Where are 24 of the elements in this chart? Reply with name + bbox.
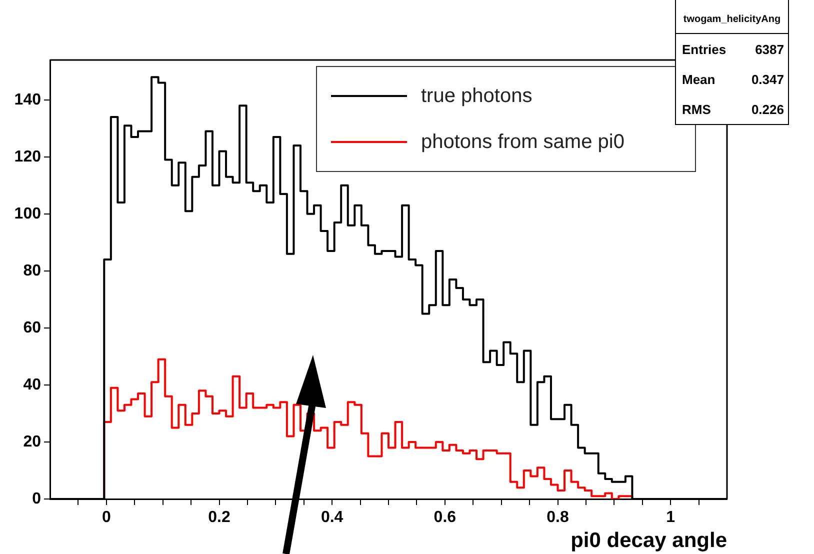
text: 0.226 — [751, 102, 784, 117]
annotation: Mean — [682, 72, 716, 87]
y-tick-label: 120 — [14, 148, 42, 166]
y-tick-label: 40 — [23, 376, 42, 394]
x-tick-label: 1 — [666, 509, 676, 526]
x-tick-label: 0.4 — [320, 509, 344, 526]
y-tick-label: 140 — [14, 91, 42, 108]
text: twogam_helicityAng — [676, 0, 788, 34]
x-axis-title: pi0 decay angle — [570, 529, 727, 552]
legend-label: photons from same pi0 — [421, 130, 624, 154]
y-tick-label: 100 — [14, 205, 42, 222]
text: Entries — [682, 42, 726, 57]
y-tick-label: 80 — [23, 262, 42, 280]
y-tick-label: 60 — [23, 319, 42, 336]
x-tick-label: 0 — [102, 509, 111, 526]
x-tick-label: 0.2 — [208, 509, 230, 526]
y-tick-label: 0 — [32, 490, 42, 508]
y-tick-label: 20 — [23, 433, 42, 450]
x-tick-label: 0.8 — [546, 509, 569, 526]
annotation: RMS — [682, 102, 711, 117]
legend-label: true photons — [421, 84, 532, 108]
text: 6387 — [755, 42, 784, 57]
x-tick-label: 0.6 — [434, 509, 456, 526]
text: 0.347 — [751, 72, 784, 87]
